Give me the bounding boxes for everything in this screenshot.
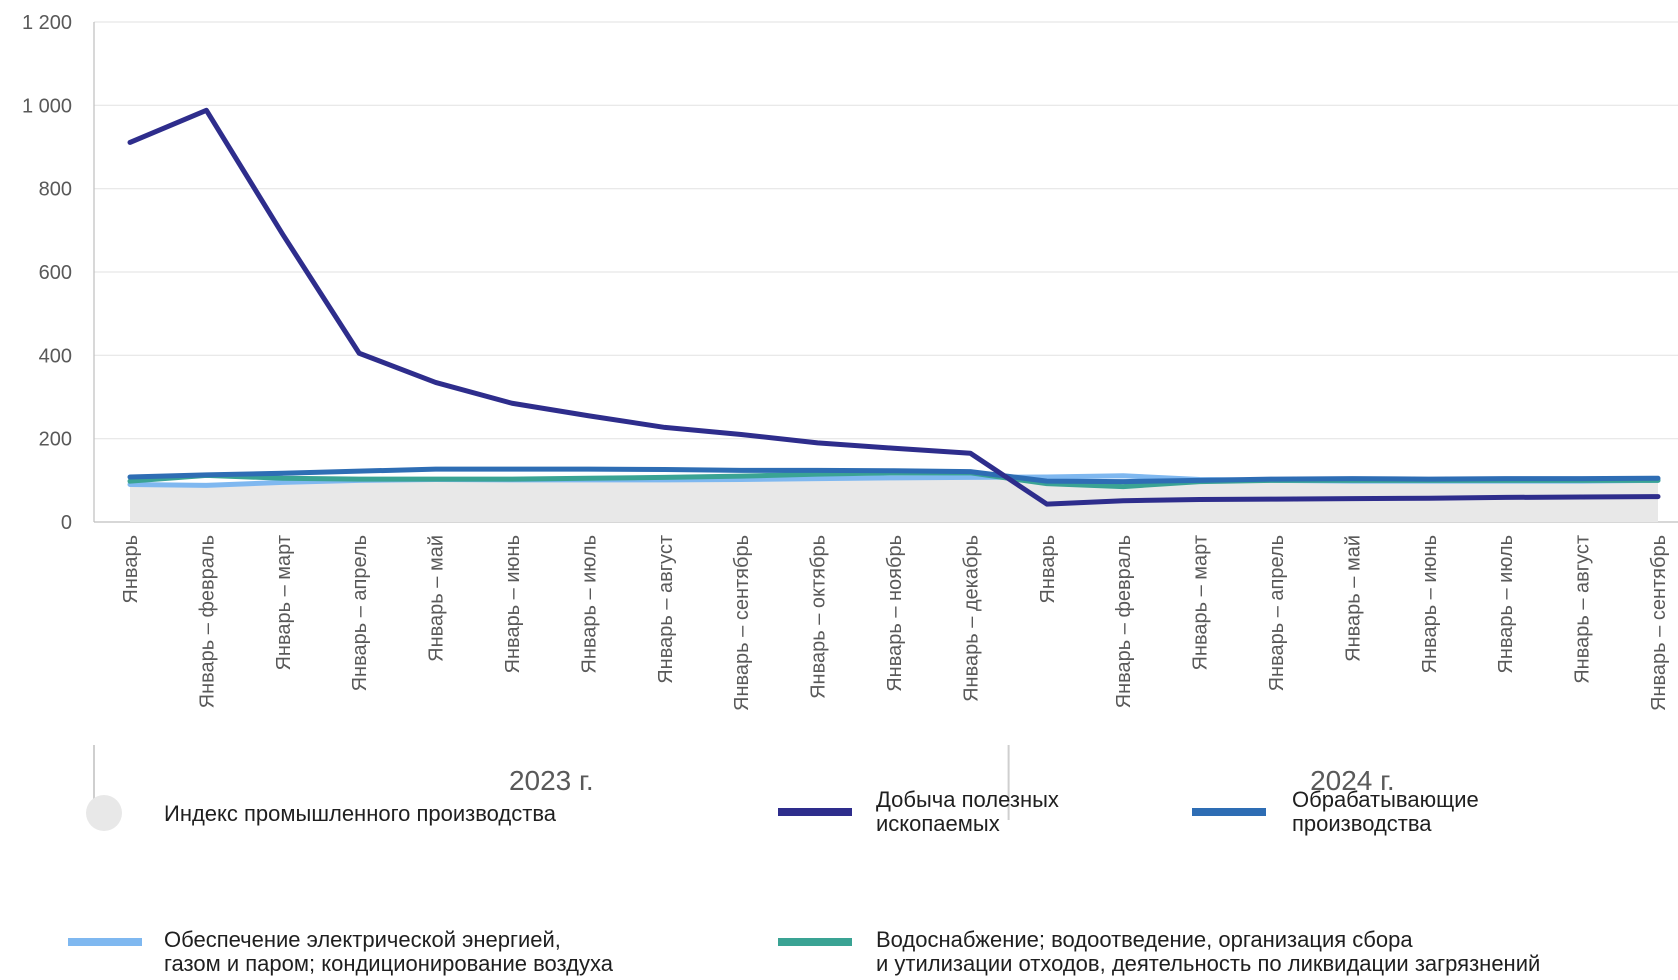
legend-label-water-line-2: и утилизации отходов, деятельность по ли… xyxy=(876,951,1541,976)
x-tick-label: Январь – июль xyxy=(1495,535,1517,674)
x-tick-label: Январь – апрель xyxy=(1266,535,1288,691)
x-tick-label: Январь – август xyxy=(655,535,677,684)
legend-label-manufacturing: Обрабатывающие производства xyxy=(1292,788,1479,836)
x-axis-ticks: Январь Январь – февраль Январь – март Январ… xyxy=(120,535,1670,711)
series-line-3 xyxy=(127,466,1661,485)
x-tick-label: Январь – февраль xyxy=(1113,535,1135,708)
area-layer xyxy=(130,478,1658,522)
x-tick-label: Январь – октябрь xyxy=(808,535,830,699)
series-lines xyxy=(127,107,1661,507)
y-tick-label: 1 200 xyxy=(22,12,72,34)
y-tick-label: 800 xyxy=(39,179,72,201)
x-tick-label: Январь – ноябрь xyxy=(884,535,906,692)
x-tick-label: Январь – апрель xyxy=(349,535,371,691)
x-tick-label: Январь – февраль xyxy=(196,535,218,708)
legend-label-water-line-1: Водоснабжение; водоотведение, организаци… xyxy=(876,927,1413,952)
legend-label-mining-line-1: Добыча полезных xyxy=(876,787,1059,812)
year-group-label: 2024 г. xyxy=(1310,765,1395,796)
x-tick-label: Январь – март xyxy=(1190,535,1212,671)
legend-label-mining-line-2: ископаемых xyxy=(876,811,1000,836)
x-tick-label: Январь – июль xyxy=(578,535,600,674)
x-tick-label: Январь – май xyxy=(426,535,448,662)
y-tick-label: 0 xyxy=(61,512,72,534)
x-tick-label: Январь xyxy=(1037,535,1059,604)
x-tick-label: Январь – март xyxy=(273,535,295,671)
legend-marker-mining[interactable] xyxy=(778,808,852,816)
series-area-index xyxy=(130,478,1658,522)
legend-label-manufacturing-line-1: Обрабатывающие xyxy=(1292,787,1479,812)
legend-label-energy: Обеспечение электрической энергией, газо… xyxy=(164,928,613,976)
y-tick-label: 1 000 xyxy=(22,95,72,117)
y-axis-ticks: 0 200 400 600 800 1 000 1 200 xyxy=(22,12,72,534)
legend-label-energy-line-2: газом и паром; кондиционирование воздуха xyxy=(164,951,613,976)
legend-label-mining: Добыча полезных ископаемых xyxy=(876,788,1059,836)
x-tick-label: Январь – июнь xyxy=(1419,535,1441,673)
legend-marker-index xyxy=(86,795,122,831)
legend-label-manufacturing-line-2: производства xyxy=(1292,811,1432,836)
year-group-label: 2023 г. xyxy=(509,765,594,796)
legend-marker-manufacturing[interactable] xyxy=(1192,808,1266,816)
x-tick-label: Январь – июнь xyxy=(502,535,524,673)
legend-label-water: Водоснабжение; водоотведение, организаци… xyxy=(876,928,1540,976)
y-tick-label: 600 xyxy=(39,262,72,284)
x-tick-label: Январь – сентябрь xyxy=(1648,535,1670,711)
legend-marker-water[interactable] xyxy=(778,938,852,946)
legend-marker-energy[interactable] xyxy=(68,938,142,946)
legend-label-index: Индекс промышленного производства xyxy=(164,801,557,826)
y-tick-label: 400 xyxy=(39,345,72,367)
y-tick-label: 200 xyxy=(39,429,72,451)
legend: Индекс промышленного производства Добыча… xyxy=(0,788,1678,980)
x-tick-label: Январь – август xyxy=(1572,535,1594,684)
legend-label-energy-line-1: Обеспечение электрической энергией, xyxy=(164,927,561,952)
x-tick-label: Январь xyxy=(120,535,142,604)
x-tick-label: Январь – декабрь xyxy=(960,535,982,702)
x-tick-label: Январь – май xyxy=(1342,535,1364,662)
series-line-4 xyxy=(127,107,1661,507)
x-tick-label: Январь – сентябрь xyxy=(731,535,753,711)
line-chart: 0 200 400 600 800 1 000 1 200 Январь Январь – ф… xyxy=(22,12,1678,820)
